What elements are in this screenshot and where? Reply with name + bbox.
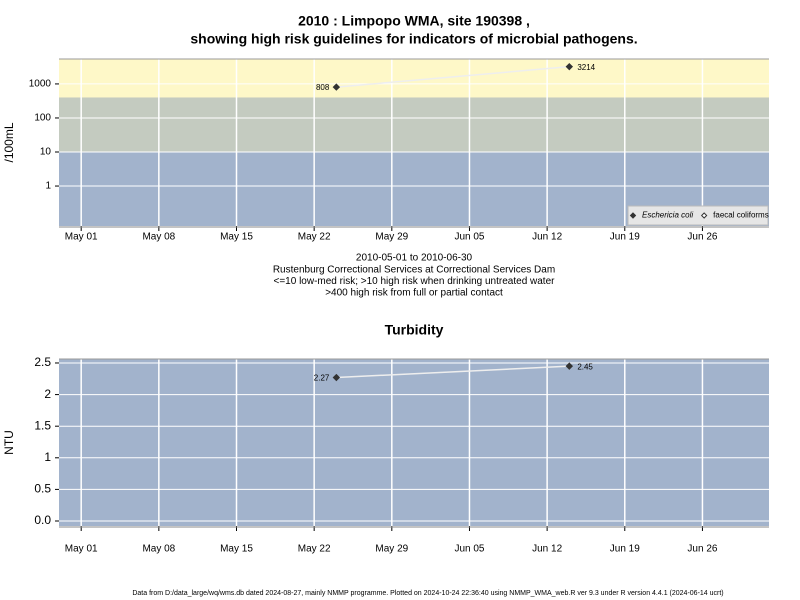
x-tick-label: May 29 <box>375 544 408 555</box>
x-tick-label: May 15 <box>220 232 253 243</box>
x-tick-label: May 08 <box>142 544 175 555</box>
legend-box <box>627 205 769 226</box>
x-tick-label: May 22 <box>298 232 331 243</box>
value-label: 3214 <box>577 63 595 72</box>
value-label: 2.27 <box>314 374 330 383</box>
x-tick-label: Jun 26 <box>687 232 717 243</box>
x-tick-label: Jun 12 <box>532 544 562 555</box>
legend-marker <box>629 212 637 219</box>
value-label: 808 <box>316 83 330 92</box>
y-tick-label: 10 <box>40 147 52 158</box>
x-tick-label: May 01 <box>65 544 98 555</box>
x-tick-label: May 01 <box>65 232 98 243</box>
y-tick-label: 0.0 <box>34 513 51 527</box>
x-tick-label: Jun 12 <box>532 232 562 243</box>
y-tick-label: 0.5 <box>34 482 51 496</box>
x-tick-label: May 15 <box>220 544 253 555</box>
legend-label: Eschericia coli <box>642 211 693 220</box>
y-tick-label: 1 <box>45 181 51 192</box>
y-axis-label: /100mL <box>2 122 16 162</box>
value-label: 2.45 <box>577 362 593 371</box>
chart-title: Turbidity <box>385 322 444 338</box>
x-tick-label: Jun 26 <box>687 544 717 555</box>
x-tick-label: Jun 19 <box>610 232 640 243</box>
legend-label: faecal coliforms <box>713 211 769 220</box>
y-tick-label: 100 <box>34 113 51 124</box>
x-tick-label: Jun 05 <box>454 232 484 243</box>
y-axis-label: NTU <box>2 430 16 455</box>
data-point <box>565 62 574 71</box>
x-tick-label: May 08 <box>142 232 175 243</box>
x-tick-label: Jun 05 <box>454 544 484 555</box>
subtitle-note: 2010-05-01 to 2010-06-30 <box>356 253 473 264</box>
y-tick-label: 2 <box>44 387 51 401</box>
plot-background <box>59 359 769 526</box>
risk-band <box>59 59 769 98</box>
y-tick-label: 1.5 <box>34 418 51 432</box>
footer: Data from D:/data_large/wq/wms.db dated … <box>132 590 723 597</box>
subtitle-note: <=10 low-med risk; >10 high risk when dr… <box>274 276 556 287</box>
y-tick-label: 1 <box>44 450 51 464</box>
y-tick-label: 1000 <box>29 79 52 90</box>
data-point <box>332 373 341 382</box>
risk-band <box>59 97 769 153</box>
subtitle-note: >400 high risk from full or partial cont… <box>325 288 503 299</box>
data-point <box>332 83 341 91</box>
subtitle-note: Rustenburg Correctional Services at Corr… <box>273 264 555 275</box>
series-line <box>336 365 570 379</box>
data-point <box>565 362 574 370</box>
x-tick-label: Jun 19 <box>610 544 640 555</box>
series-line <box>336 65 570 88</box>
x-tick-label: May 29 <box>375 232 408 243</box>
chart-title: showing high risk guidelines for indicat… <box>190 31 637 47</box>
x-tick-label: May 22 <box>298 544 331 555</box>
y-tick-label: 2.5 <box>34 355 51 369</box>
chart-title: 2010 : Limpopo WMA, site 190398 , <box>298 13 530 29</box>
legend-marker <box>700 212 708 219</box>
